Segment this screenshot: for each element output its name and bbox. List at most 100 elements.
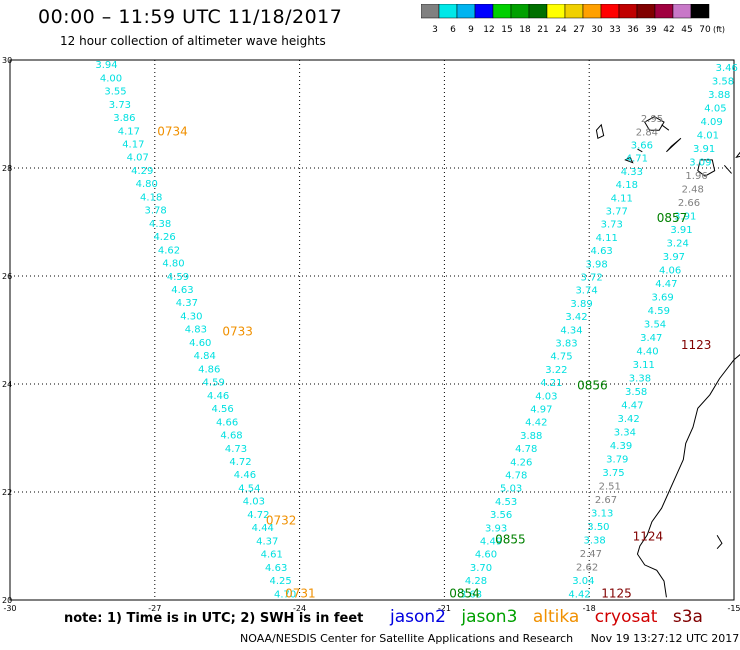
island-outline [644,116,665,131]
swh-value: 4.54 [238,483,260,494]
swh-value: 4.06 [659,265,681,276]
colorbar-label: 21 [537,25,548,35]
swh-value: 3.38 [629,373,651,384]
swh-value: 3.74 [575,286,597,297]
swh-value: 3.54 [644,319,666,330]
swh-value: 2.67 [595,495,617,506]
swh-value: 4.59 [203,378,225,389]
swh-value: 3.91 [674,211,696,222]
swh-value: 4.33 [621,167,643,178]
colorbar-label: 39 [645,25,657,35]
swh-value: 4.26 [153,232,175,243]
y-tick-label: 24 [2,380,12,389]
swh-value: 4.46 [234,470,256,481]
colorbar-label: 45 [681,25,692,35]
swh-value: 4.68 [220,431,242,442]
swh-value: 3.42 [617,414,639,425]
swh-value: 3.13 [591,508,613,519]
swh-value: 4.61 [261,550,283,561]
swh-value: 3.47 [640,333,662,344]
swh-value: 4.72 [247,510,269,521]
legend-s3a: s3a [672,607,703,627]
x-tick-label: -27 [148,604,161,613]
satellite-legend: jason2 jason3 altika cryosat s3a [390,607,703,627]
swh-value: 3.91 [670,225,692,236]
island-outline [697,159,716,177]
swh-value: 4.63 [591,246,613,257]
swh-value: 3.63 [460,589,482,600]
swh-value: 4.34 [560,325,582,336]
island-outline [624,156,634,164]
swh-value: 4.84 [194,351,216,362]
colorbar-label: 12 [483,25,494,35]
swh-value: 4.09 [701,117,723,128]
x-tick-label: -30 [3,604,16,613]
swh-value: 4.59 [648,306,670,317]
coastline [723,164,732,174]
swh-value: 4.71 [626,154,648,165]
colorbar-label: 42 [663,25,674,35]
colorbar-label: 3 [432,25,438,35]
swh-value: 3.73 [601,220,623,231]
swh-value: 3.09 [689,157,711,168]
swh-value: 3.55 [104,87,126,98]
swh-value: 4.80 [136,179,158,190]
y-tick-label: 22 [2,488,12,497]
colorbar-label: 9 [468,25,474,35]
swh-value: 4.75 [550,352,572,363]
swh-value: 3.77 [606,207,628,218]
swh-value: 4.21 [540,378,562,389]
swh-value: 4.07 [127,153,149,164]
swh-value: 4.38 [149,219,171,230]
swh-value: 4.47 [621,400,643,411]
swh-value: 3.34 [614,427,636,438]
swh-value: 4.60 [475,550,497,561]
swh-value: 3.89 [570,299,592,310]
footer-center: NOAA/NESDIS Center for Satellite Applica… [240,632,574,645]
swh-value: 3.88 [520,431,542,442]
swh-value: 5.03 [500,484,522,495]
swh-value: 4.18 [140,192,162,203]
x-tick-label: -15 [727,604,740,613]
swh-value: 3.58 [625,387,647,398]
colorbar-label: 70 [699,25,711,35]
swh-value: 3.72 [580,273,602,284]
map-subtitle: 12 hour collection of altimeter wave hei… [60,34,326,48]
swh-value: 4.28 [465,576,487,587]
y-tick-label: 30 [2,56,12,65]
swh-value: 2.95 [641,114,663,125]
swh-value: 4.78 [515,444,537,455]
swh-value: 4.03 [535,391,557,402]
island-outline [595,123,605,140]
swh-value: 4.59 [167,272,189,283]
x-tick-label: -21 [438,604,451,613]
swh-value: 4.05 [704,103,726,114]
swh-value: 4.17 [118,126,140,137]
swh-value: 4.80 [162,259,184,270]
swh-value: 4.11 [596,233,618,244]
swh-value: 3.04 [572,576,594,587]
swh-value: 1.96 [685,171,707,182]
swh-value: 4.29 [131,166,153,177]
swh-value: 4.18 [616,180,638,191]
swh-value: 3.70 [470,563,492,574]
swh-value: 3.91 [693,144,715,155]
pass-time-label: 0854 [449,586,480,600]
swh-value: 3.75 [602,468,624,479]
swh-value: 2.47 [580,549,602,560]
x-tick-label: -18 [583,604,596,613]
swh-value: 2.62 [576,562,598,573]
colorbar-label: 27 [573,25,584,35]
swh-value: 4.83 [185,325,207,336]
island-outline [735,151,740,158]
island-outline [666,137,682,153]
swh-value: 4.49 [480,537,502,548]
swh-value: 4.46 [207,391,229,402]
swh-value: 3.98 [586,259,608,270]
y-tick-label: 20 [2,596,12,605]
units-note: note: 1) Time is in UTC; 2) SWH is in fe… [64,611,364,626]
swh-value: 3.58 [712,76,734,87]
swh-value: 4.39 [610,441,632,452]
swh-value: 4.42 [525,418,547,429]
swh-value: 4.17 [122,139,144,150]
